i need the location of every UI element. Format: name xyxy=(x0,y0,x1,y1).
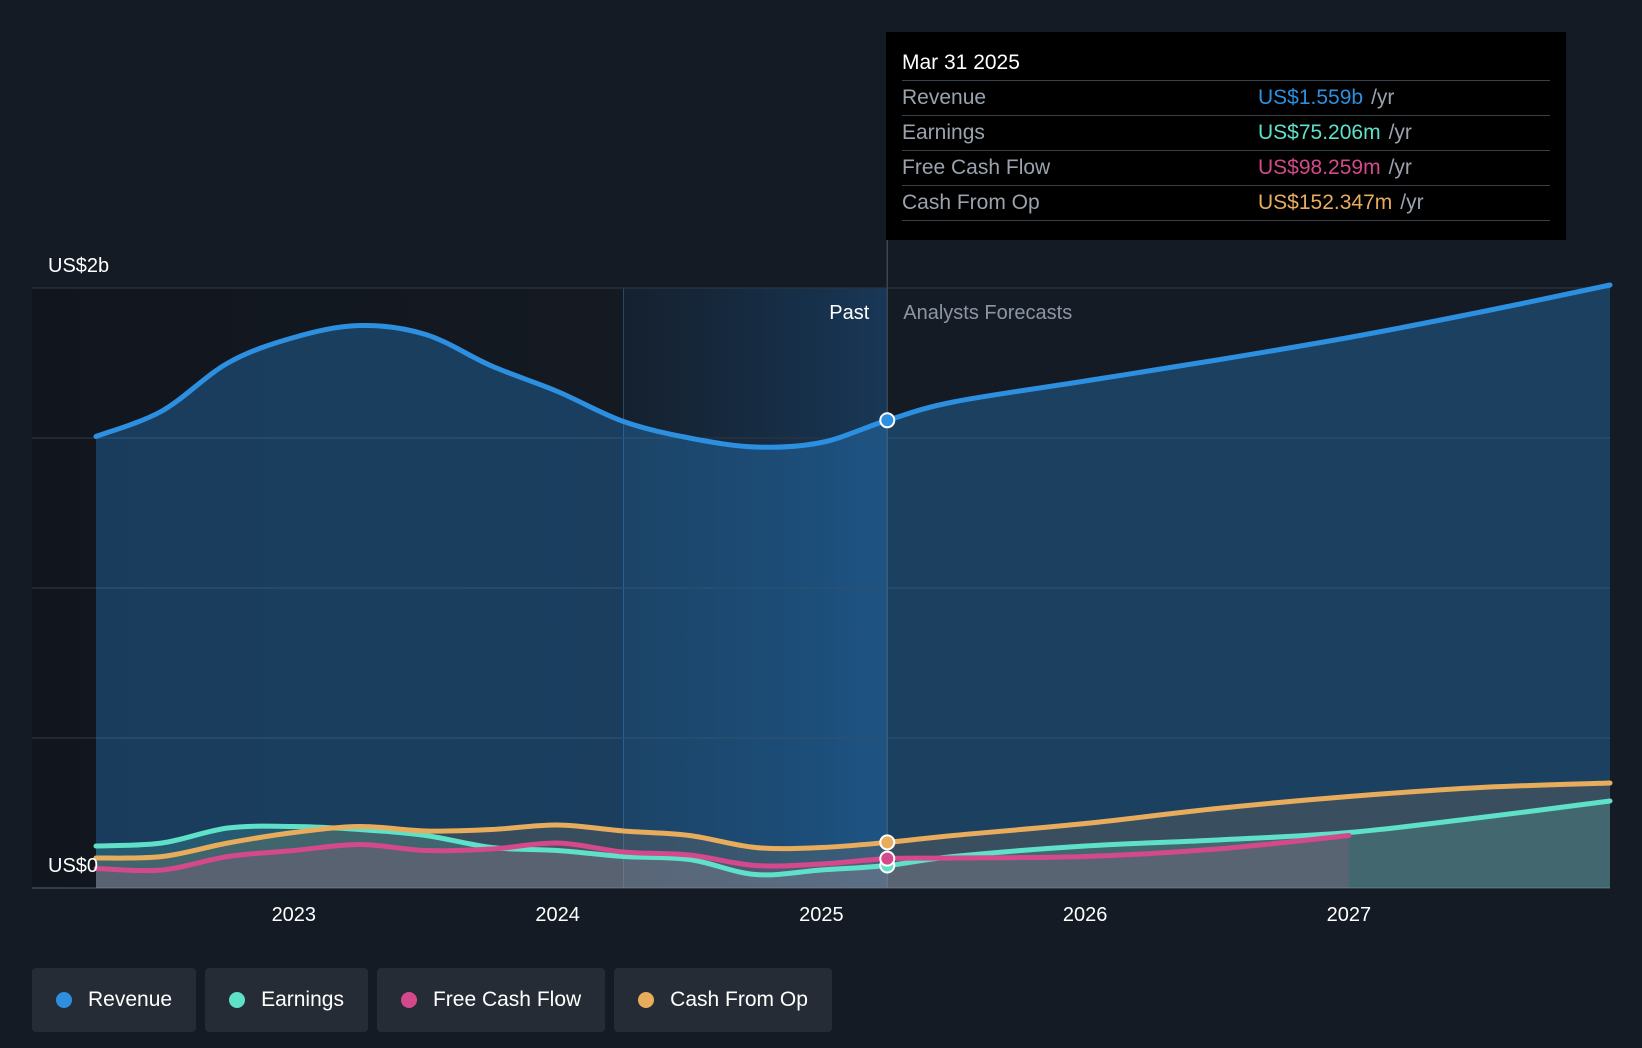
revenue-area xyxy=(96,285,1610,888)
tooltip-unit: /yr xyxy=(1400,191,1424,214)
tooltip-name: Earnings xyxy=(902,121,985,144)
forecast-label: Analysts Forecasts xyxy=(903,302,1072,324)
tooltip-value: US$98.259m xyxy=(1258,156,1381,179)
x-tick-label: 2024 xyxy=(535,904,580,926)
earnings-line xyxy=(93,798,1613,878)
legend-item-free-cash-flow[interactable]: Free Cash Flow xyxy=(376,968,606,1032)
cash-from-op-line xyxy=(93,780,1613,861)
earnings-area xyxy=(96,801,1610,888)
free-cash-flow-line xyxy=(93,833,1352,874)
y-axis-top-label: US$2b xyxy=(48,255,109,277)
legend-dot-icon xyxy=(56,992,72,1008)
revenue-line xyxy=(93,282,1613,450)
tooltip-value: US$152.347m xyxy=(1258,191,1393,214)
cash-from-op-marker xyxy=(879,834,896,851)
legend-item-earnings[interactable]: Earnings xyxy=(205,968,368,1032)
gridlines xyxy=(32,240,1610,889)
free-cash-flow-marker xyxy=(879,850,896,867)
tooltip-row-free-cash-flow: Free Cash Flow US$98.259m /yr xyxy=(902,151,1550,186)
x-tick-label: 2026 xyxy=(1063,904,1108,926)
tooltip-date: Mar 31 2025 xyxy=(902,46,1550,81)
legend: Revenue Earnings Free Cash Flow Cash Fro… xyxy=(32,968,832,1032)
tooltip-name: Free Cash Flow xyxy=(902,156,1051,179)
legend-label: Free Cash Flow xyxy=(432,988,582,1011)
x-tick-label: 2025 xyxy=(799,904,844,926)
tooltip: Mar 31 2025 Revenue US$1.559b /yr Earnin… xyxy=(886,32,1566,240)
tooltip-name: Revenue xyxy=(902,86,987,109)
tooltip-row-cash-from-op: Cash From Op US$152.347m /yr xyxy=(902,186,1550,221)
legend-item-cash-from-op[interactable]: Cash From Op xyxy=(614,968,832,1032)
x-tick-label: 2023 xyxy=(272,904,317,926)
legend-dot-icon xyxy=(229,992,246,1008)
legend-label: Revenue xyxy=(88,988,173,1011)
revenue-marker xyxy=(879,412,896,429)
legend-dot-icon xyxy=(638,992,655,1008)
legend-label: Earnings xyxy=(261,988,344,1011)
tooltip-unit: /yr xyxy=(1388,156,1412,179)
legend-label: Cash From Op xyxy=(670,988,808,1011)
tooltip-value: US$1.559b xyxy=(1258,86,1364,109)
legend-item-revenue[interactable]: Revenue xyxy=(32,968,197,1032)
past-label: Past xyxy=(829,302,869,324)
y-axis-bottom-label: US$0 xyxy=(48,855,98,877)
tooltip-unit: /yr xyxy=(1388,121,1412,144)
tooltip-value: US$75.206m xyxy=(1258,121,1381,144)
legend-dot-icon xyxy=(400,992,417,1008)
x-tick-label: 2027 xyxy=(1327,904,1372,926)
tooltip-unit: /yr xyxy=(1371,86,1395,109)
tooltip-name: Cash From Op xyxy=(902,191,1040,214)
tooltip-row-earnings: Earnings US$75.206m /yr xyxy=(902,116,1550,151)
tooltip-row-revenue: Revenue US$1.559b /yr xyxy=(902,81,1550,116)
